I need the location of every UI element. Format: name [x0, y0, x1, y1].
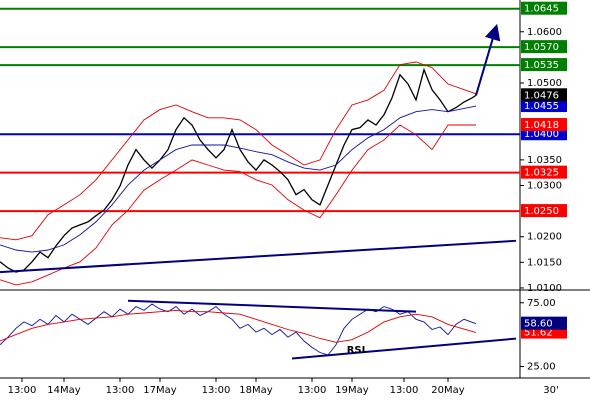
- trendline: [127, 299, 417, 313]
- y-tick-label: 25.00: [527, 362, 556, 373]
- timeframe-label: 30': [543, 385, 558, 396]
- value-tag-label: 1.0570: [524, 42, 559, 53]
- x-tick-label: 17May: [143, 385, 176, 396]
- trendline: [0, 239, 517, 274]
- x-tick-label: 19May: [335, 385, 368, 396]
- y-tick-label: 1.0350: [527, 155, 562, 166]
- series-line: [0, 67, 477, 273]
- x-tick-label: 13:00: [202, 385, 231, 396]
- value-tag: [521, 1, 567, 15]
- value-tag: [521, 99, 567, 113]
- y-tick-label: 1.0100: [527, 283, 562, 294]
- series-line: [0, 309, 477, 343]
- series-line: [0, 105, 477, 253]
- y-tick-label: 1.0300: [527, 180, 562, 191]
- value-tag-label: 1.0535: [524, 60, 559, 71]
- value-tag: [521, 204, 567, 218]
- x-tick-label: 13:00: [106, 385, 135, 396]
- series-line: [0, 124, 476, 286]
- x-tick-label: 13:00: [298, 385, 327, 396]
- forecast-arrow: [475, 23, 501, 96]
- x-tick-label: 13:00: [8, 385, 37, 396]
- value-tag-label: 1.0476: [524, 90, 559, 101]
- value-tag: [521, 118, 567, 132]
- value-tag-label: 1.0325: [524, 168, 559, 179]
- y-tick-label: 1.0600: [527, 27, 562, 38]
- annotation: RSI: [347, 345, 366, 356]
- x-tick-label: 14May: [47, 385, 80, 396]
- value-tag: [521, 88, 567, 102]
- value-tag: [521, 165, 567, 179]
- y-tick-label: 1.0500: [527, 78, 562, 89]
- trendline: [291, 337, 517, 360]
- value-tag: [521, 316, 567, 330]
- value-tag-label: 1.0645: [524, 4, 559, 15]
- x-tick-label: 13:00: [390, 385, 419, 396]
- value-tag-label: 1.0455: [524, 101, 559, 112]
- series-line: [0, 61, 477, 241]
- x-tick-label: 18May: [239, 385, 272, 396]
- value-tag: [521, 40, 567, 54]
- y-tick-label: 1.0150: [527, 257, 562, 268]
- y-tick-label: 1.0200: [527, 232, 562, 243]
- value-tag-label: 1.0418: [524, 120, 559, 131]
- value-tag-label: 1.0400: [524, 129, 559, 140]
- y-tick-label: 75.00: [527, 298, 556, 309]
- x-tick-label: 20May: [431, 385, 464, 396]
- value-tag-label: 58.60: [524, 319, 553, 330]
- value-tag: [521, 58, 567, 72]
- value-tag-label: 1.0250: [524, 206, 559, 217]
- value-tag-label: 51.62: [524, 328, 553, 339]
